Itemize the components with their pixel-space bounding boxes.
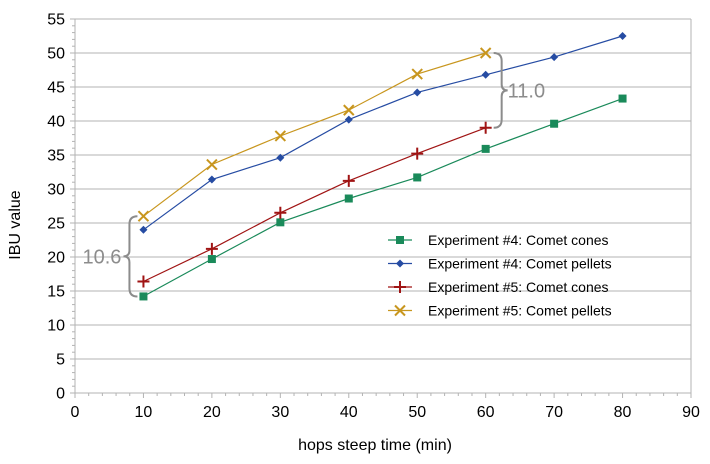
annotation-label: 11.0 xyxy=(508,80,545,102)
marker-plus xyxy=(394,281,406,293)
series-line xyxy=(143,35,623,231)
marker-x xyxy=(137,210,150,222)
series-2 xyxy=(139,32,627,234)
marker-square xyxy=(413,173,422,182)
legend-label: Experiment #5: Comet pellets xyxy=(428,303,612,319)
legend-label: Experiment #4: Comet pellets xyxy=(428,256,612,272)
x-tick-label: 10 xyxy=(135,404,153,421)
series-4 xyxy=(137,47,492,222)
y-tick-label: 5 xyxy=(56,352,65,369)
y-tick-label: 40 xyxy=(47,114,65,131)
gridlines xyxy=(75,18,692,393)
legend-item: Experiment #4: Comet pellets xyxy=(388,256,612,272)
marker-plus xyxy=(205,242,218,255)
y-tick-label: 0 xyxy=(56,386,65,403)
y-tick-label: 15 xyxy=(47,284,65,301)
marker-x xyxy=(343,104,355,116)
axes xyxy=(70,18,692,398)
marker-diamond xyxy=(276,153,285,162)
x-tick-label: 40 xyxy=(340,404,358,421)
y-tick-label: 20 xyxy=(47,250,65,267)
annotation-label: 10.6 xyxy=(83,246,122,268)
series-3 xyxy=(137,121,492,288)
marker-plus xyxy=(342,174,355,187)
x-tick-label: 60 xyxy=(477,404,495,421)
annotation-layer: 10.6 11.0 xyxy=(83,52,545,298)
x-tick-label: 0 xyxy=(71,404,80,421)
y-tick-label: 30 xyxy=(47,182,65,199)
series-1 xyxy=(139,94,627,301)
x-axis-label: hops steep time (min) xyxy=(298,437,452,454)
series-layer xyxy=(137,32,627,301)
legend-item: Experiment #5: Comet cones xyxy=(388,279,609,295)
marker-square xyxy=(396,236,404,244)
marker-plus xyxy=(137,275,150,288)
tick-labels: 0 5 10 15 20 25 30 35 40 45 50 55 0 10 20 30 40 50 60 70 80 9… xyxy=(47,12,700,422)
x-tick-label: 70 xyxy=(545,404,563,421)
marker-square xyxy=(344,194,353,203)
legend-label: Experiment #5: Comet cones xyxy=(428,279,609,295)
marker-square xyxy=(139,292,148,301)
marker-x xyxy=(394,304,406,317)
annotation-brace-group: 11.0 xyxy=(493,52,545,129)
legend-item: Experiment #4: Comet cones xyxy=(388,232,609,248)
y-tick-label: 45 xyxy=(47,80,65,97)
y-tick-label: 10 xyxy=(47,318,65,335)
series-line xyxy=(143,98,623,297)
marker-diamond xyxy=(413,88,422,97)
y-tick-label: 50 xyxy=(47,46,65,63)
series-line xyxy=(143,127,486,283)
marker-square xyxy=(618,94,627,103)
x-tick-label: 30 xyxy=(271,404,289,421)
x-tick-label: 90 xyxy=(682,404,700,421)
marker-square xyxy=(276,218,285,227)
marker-x xyxy=(274,130,287,142)
marker-diamond xyxy=(344,115,353,124)
marker-diamond xyxy=(481,70,490,79)
marker-square xyxy=(550,119,559,128)
marker-diamond xyxy=(139,225,148,234)
marker-diamond xyxy=(618,32,627,40)
marker-square xyxy=(207,255,216,264)
marker-x xyxy=(411,68,423,80)
y-tick-label: 35 xyxy=(47,148,65,165)
x-tick-label: 50 xyxy=(408,404,426,421)
marker-square xyxy=(481,144,490,153)
series-line xyxy=(143,52,486,217)
legend-item: Experiment #5: Comet pellets xyxy=(388,303,612,319)
legend-label: Experiment #4: Comet cones xyxy=(428,232,609,248)
x-tick-label: 80 xyxy=(614,404,632,421)
marker-plus xyxy=(479,121,492,134)
marker-plus xyxy=(274,206,287,219)
marker-x xyxy=(479,47,492,59)
y-tick-label: 25 xyxy=(47,216,65,233)
marker-diamond xyxy=(207,175,216,184)
y-tick-label: 55 xyxy=(47,12,65,29)
marker-diamond xyxy=(396,259,404,268)
legend: Experiment #4: Comet cones Experiment #4:… xyxy=(388,232,612,319)
x-tick-label: 20 xyxy=(203,404,221,421)
marker-diamond xyxy=(550,53,559,62)
y-axis-label: IBU value xyxy=(7,190,24,259)
marker-plus xyxy=(411,147,424,160)
marker-x xyxy=(206,158,218,171)
